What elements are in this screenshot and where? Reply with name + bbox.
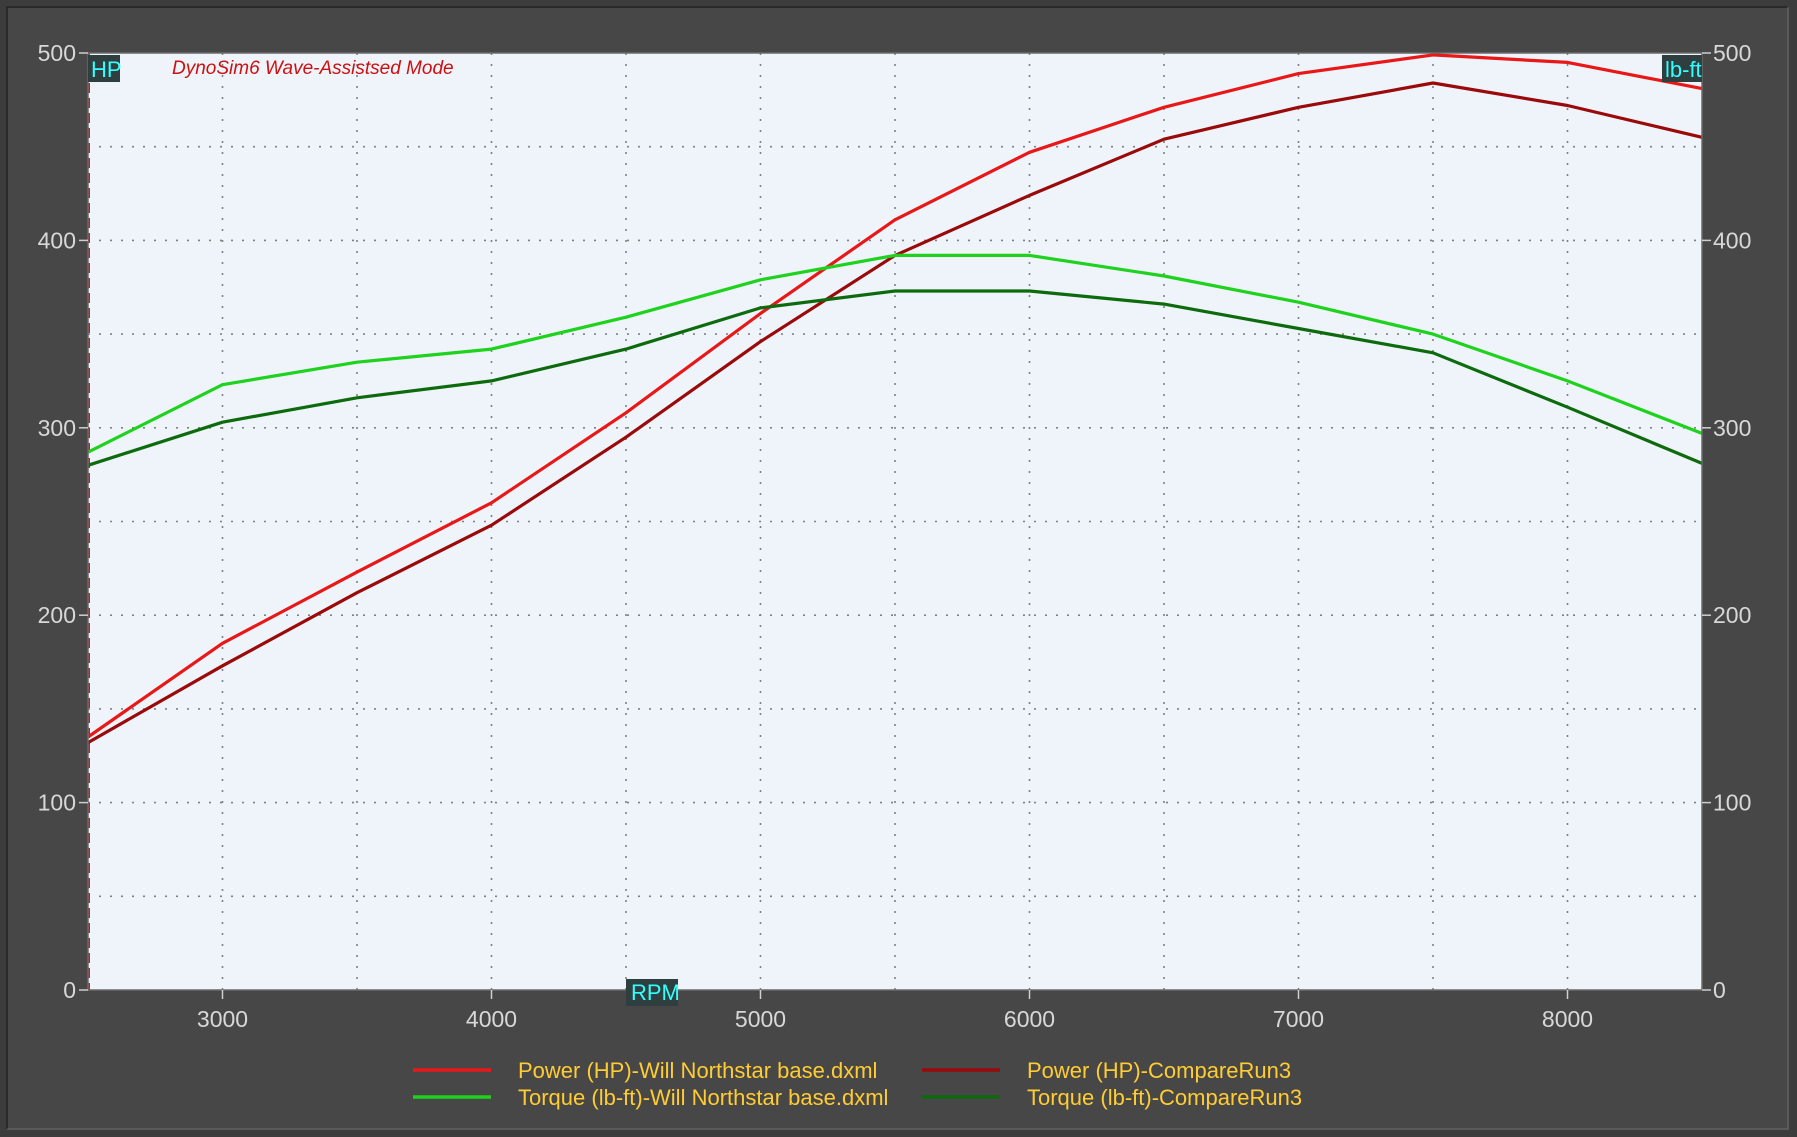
lbft-axis-tag-background — [1662, 55, 1702, 82]
right-y-tick-label: 0 — [1713, 977, 1726, 1003]
left-y-tick-label: 300 — [38, 415, 76, 441]
right-y-tick-label: 500 — [1713, 40, 1751, 66]
right-y-tick-label: 100 — [1713, 790, 1751, 816]
left-y-tick-label: 500 — [38, 40, 76, 66]
lbft-axis-tag: lb-ft — [1665, 57, 1702, 82]
axes: 0 0 100 100 200 200 300 300 400 400 500 500 3000 4000… — [38, 40, 1752, 1032]
x-tick-label: 8000 — [1542, 1006, 1593, 1032]
hp-axis-tag-background — [88, 55, 120, 82]
series-lines — [87, 53, 1703, 744]
legend-label: Power (HP)-CompareRun3 — [1027, 1058, 1291, 1083]
x-tick-label: 5000 — [735, 1006, 786, 1032]
series-line-3 — [87, 253, 1703, 454]
x-tick-label: 6000 — [1004, 1006, 1055, 1032]
rpm-axis-tag-background — [626, 979, 678, 1006]
left-y-tick-label: 200 — [38, 602, 76, 628]
chart-title: DynoSim6 Wave-Assistsed Mode — [172, 58, 454, 79]
x-tick-label: 3000 — [197, 1006, 248, 1032]
left-y-tick-label: 400 — [38, 227, 76, 253]
x-tick-label: 4000 — [466, 1006, 517, 1032]
legend-label: Torque (lb-ft)-Will Northstar base.dxml — [518, 1085, 888, 1110]
right-y-tick-label: 400 — [1713, 227, 1751, 253]
right-y-tick-label: 200 — [1713, 602, 1751, 628]
series-line-4 — [87, 289, 1703, 467]
plot-area — [88, 53, 1702, 990]
legend-label: Power (HP)-Will Northstar base.dxml — [518, 1058, 877, 1083]
rpm-axis-tag: RPM — [631, 980, 680, 1005]
legend-label: Torque (lb-ft)-CompareRun3 — [1027, 1085, 1302, 1110]
left-y-tick-label: 100 — [38, 790, 76, 816]
plot-border — [87, 52, 1703, 991]
series-line-1 — [87, 53, 1703, 739]
x-tick-label: 7000 — [1273, 1006, 1324, 1032]
right-y-tick-label: 300 — [1713, 415, 1751, 441]
legend: Power (HP)-Will Northstar base.dxml Power… — [413, 1058, 1302, 1110]
hp-axis-tag: HP — [91, 57, 122, 82]
left-y-tick-label: 0 — [63, 977, 76, 1003]
